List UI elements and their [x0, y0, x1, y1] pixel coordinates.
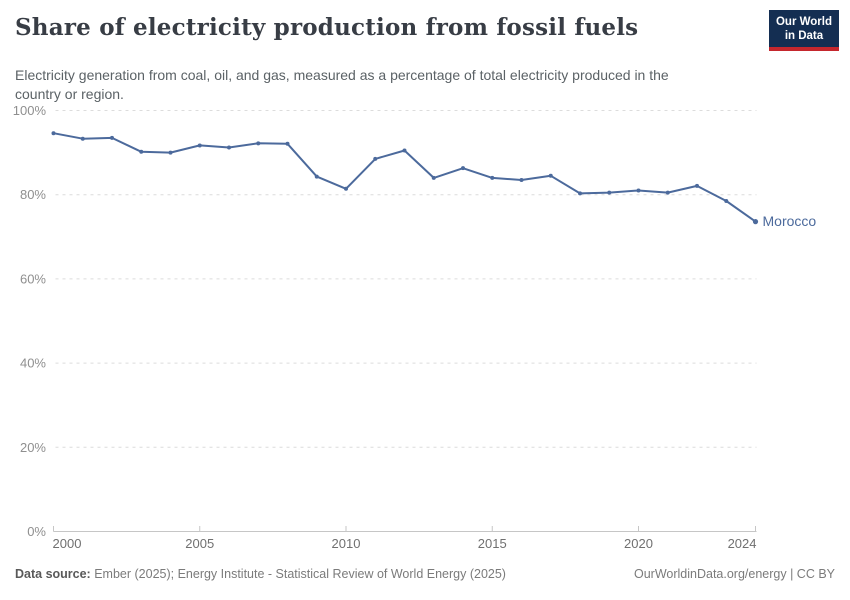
data-point[interactable]: [285, 141, 290, 146]
data-point[interactable]: [695, 183, 699, 188]
owid-logo-line1: Our World: [775, 16, 832, 28]
owid-logo-line2: in Data: [784, 29, 824, 42]
data-point[interactable]: [636, 188, 641, 193]
y-tick-label: 20%: [20, 440, 46, 455]
data-point[interactable]: [519, 177, 524, 182]
y-tick-label: 60%: [20, 271, 46, 286]
data-point[interactable]: [314, 174, 319, 179]
data-point[interactable]: [402, 148, 407, 153]
data-point[interactable]: [373, 156, 378, 161]
y-tick-label: 80%: [20, 187, 46, 202]
data-point[interactable]: [51, 131, 56, 136]
data-point[interactable]: [752, 219, 759, 225]
license-note: OurWorldinData.org/energy | CC BY: [633, 567, 835, 581]
x-tick-label: 2010: [332, 536, 361, 551]
data-point[interactable]: [80, 136, 85, 141]
owid-logo: Our World in Data: [768, 10, 839, 51]
data-point[interactable]: [548, 173, 553, 178]
data-point[interactable]: [139, 149, 144, 154]
chart-subtitle: Electricity generation from coal, oil, a…: [15, 67, 669, 102]
data-source-note: Data source: Ember (2025); Energy Instit…: [15, 567, 506, 581]
data-point[interactable]: [724, 199, 729, 204]
data-point[interactable]: [344, 186, 348, 191]
data-point[interactable]: [665, 190, 670, 195]
data-source-text: Ember (2025); Energy Institute - Statist…: [90, 567, 506, 581]
x-tick-label: 2020: [624, 536, 653, 551]
x-tick-label: 2024: [728, 536, 757, 551]
y-tick-label: 0%: [27, 524, 46, 539]
x-tick-label: 2000: [53, 536, 82, 551]
data-point[interactable]: [197, 143, 202, 148]
page-title: Share of electricity production from fos…: [15, 14, 639, 41]
morocco-line[interactable]: [52, 132, 757, 223]
x-tick-label: 2015: [478, 536, 507, 551]
data-point[interactable]: [110, 135, 114, 140]
y-tick-label: 100%: [13, 103, 47, 118]
footer: Data source: Ember (2025); Energy Instit…: [15, 567, 835, 581]
data-source-label: Data source:: [15, 567, 91, 581]
data-point[interactable]: [431, 175, 436, 180]
data-point[interactable]: [578, 191, 582, 196]
data-point[interactable]: [461, 166, 465, 171]
data-point[interactable]: [490, 175, 495, 180]
y-tick-label: 40%: [20, 356, 46, 371]
data-point[interactable]: [607, 190, 612, 195]
x-tick-label: 2005: [185, 536, 214, 551]
data-point[interactable]: [168, 150, 173, 155]
entity-label: Morocco: [763, 213, 817, 229]
data-point[interactable]: [256, 141, 261, 146]
data-point[interactable]: [227, 145, 231, 150]
